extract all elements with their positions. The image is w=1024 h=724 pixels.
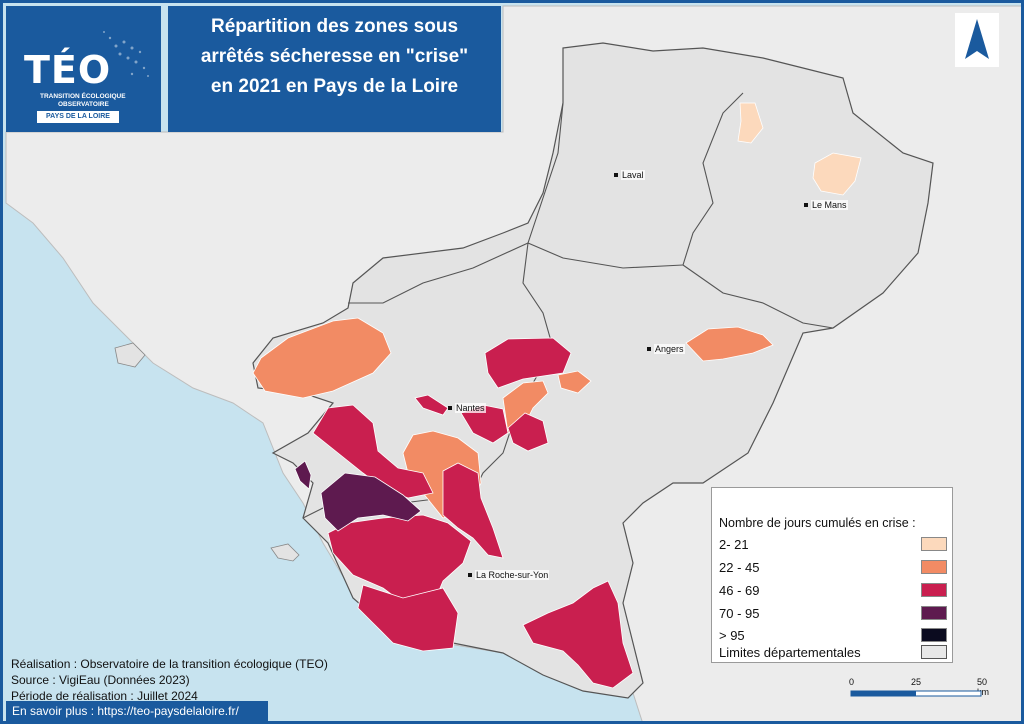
legend-item: 70 - 95 xyxy=(719,603,947,623)
scale-bar: 0 25 50 km xyxy=(841,677,1001,699)
legend-item: 46 - 69 xyxy=(719,580,947,600)
legend-title: Nombre de jours cumulés en crise : xyxy=(719,516,916,530)
credit-period: Période de réalisation : Juillet 2024 xyxy=(11,689,198,703)
legend-label: 2- 21 xyxy=(719,537,749,552)
zone-46-69-north-east-nantes xyxy=(484,337,572,389)
zone-46-69-divatte xyxy=(507,412,549,452)
legend-item-boundaries: Limites départementales xyxy=(719,642,947,662)
zone-22-45-angers xyxy=(685,326,774,362)
map-title: Répartition des zones sous arrêtés séche… xyxy=(200,16,469,97)
scale-tick-label: 50 km xyxy=(977,677,989,697)
teo-logo: TÉO TRANSITION ÉCOLOGIQUE OBSERVATOIRE P… xyxy=(6,6,161,132)
zone-46-69-sud-vendee xyxy=(522,580,634,689)
legend-label: 22 - 45 xyxy=(719,560,760,575)
place-la-roche-sur-yon: La Roche-sur-Yon xyxy=(468,569,550,580)
legend-label: Limites départementales xyxy=(719,645,861,660)
zone-46-69-vendee-south xyxy=(357,584,459,652)
legend-swatch xyxy=(921,537,947,551)
zone-2-21-north xyxy=(737,102,764,144)
credits: Réalisation : Observatoire de la transit… xyxy=(11,656,328,704)
credit-realisation: Réalisation : Observatoire de la transit… xyxy=(11,657,328,671)
credit-source: Source : VigiEau (Données 2023) xyxy=(11,673,190,687)
place-nantes: Nantes xyxy=(448,402,486,413)
zone-22-45-layon xyxy=(557,370,592,394)
legend-item: > 95 xyxy=(719,625,947,645)
north-arrow-icon xyxy=(955,13,999,67)
logo-dots-graphic xyxy=(103,31,149,77)
island-yeu xyxy=(270,543,300,562)
zone-46-69-sevre xyxy=(442,462,504,559)
legend-label: 46 - 69 xyxy=(719,583,760,598)
legend-label: 70 - 95 xyxy=(719,606,760,621)
place-laval: Laval xyxy=(614,169,645,180)
legend-label: > 95 xyxy=(719,628,745,643)
logo-badge: PAYS DE LA LOIRE xyxy=(37,111,119,123)
place-le-mans: Le Mans xyxy=(804,199,848,210)
zone-46-69-retz xyxy=(312,404,434,499)
logo-subtitle-1: TRANSITION ÉCOLOGIQUE xyxy=(40,93,126,100)
scale-tick-label: 25 xyxy=(911,677,922,687)
logo-subtitle-2: OBSERVATOIRE xyxy=(58,101,109,108)
legend-item: 22 - 45 xyxy=(719,557,947,577)
legend-item: 2- 21 xyxy=(719,534,947,554)
legend-swatch xyxy=(921,560,947,574)
legend-swatch xyxy=(921,645,947,659)
legend: Nombre de jours cumulés en crise : 2- 21… xyxy=(711,487,953,663)
zone-70-95-noirmoutier xyxy=(294,460,312,490)
zone-46-69-loire-west xyxy=(414,394,449,416)
map-title-box: Répartition des zones sous arrêtés séche… xyxy=(168,6,501,132)
zone-70-95-marais-breton xyxy=(320,472,422,532)
scale-tick-label: 0 xyxy=(849,677,855,687)
legend-swatch xyxy=(921,583,947,597)
zone-22-45-loire-atlantique-west xyxy=(252,317,392,399)
drought-zones xyxy=(252,102,862,689)
logo-title: TÉO xyxy=(24,48,112,92)
zone-2-21-sarthe xyxy=(812,152,862,196)
website-link[interactable]: En savoir plus : https://teo-paysdelaloi… xyxy=(6,701,268,721)
legend-swatch xyxy=(921,606,947,620)
zone-46-69-vendee-west xyxy=(327,514,472,606)
place-angers: Angers xyxy=(647,343,685,354)
legend-swatch xyxy=(921,628,947,642)
island-belle-ile xyxy=(114,342,146,368)
